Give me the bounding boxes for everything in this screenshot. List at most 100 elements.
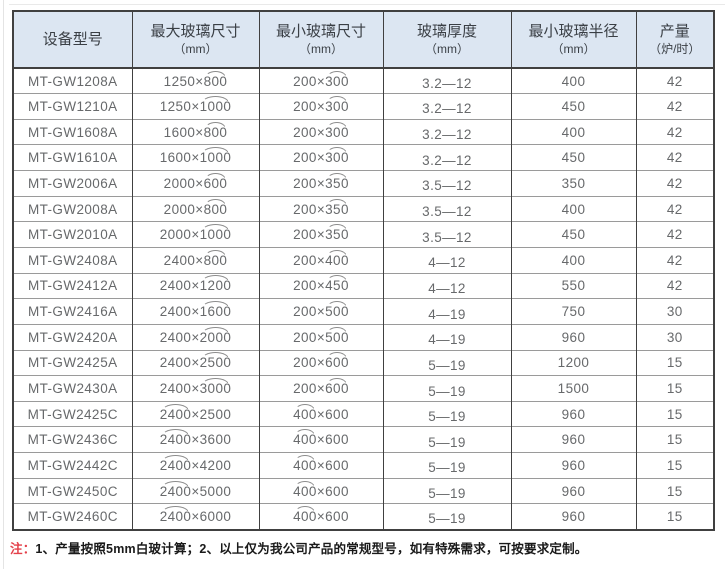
arc-curvature-mark: 600 (325, 378, 349, 396)
arc-curvature-mark: 400 (293, 454, 317, 473)
table-row: MT-GW2450C 2400×5000 400×600 5—19 960 15 (13, 477, 714, 504)
table-row: MT-GW2425A 2400×2500 200×600 5—19 1200 1… (13, 349, 714, 376)
arc-curvature-mark: 300 (325, 147, 349, 166)
thickness-cell: 5—19 (382, 503, 511, 530)
max-size-cell: 1600×1000 (131, 144, 259, 171)
output-cell: 42 (635, 246, 714, 274)
table-row: MT-GW1610A 1600×1000 200×300 3.2—12 450 … (13, 144, 714, 171)
col-header-output-unit: （炉/时） (649, 41, 701, 56)
arc-curvature-mark: 2400 (159, 429, 192, 448)
output-cell: 15 (635, 375, 714, 402)
min-size-cell: 200×600 (258, 375, 383, 402)
arc-curvature-mark: 400 (293, 480, 317, 499)
model-cell: MT-GW2436C (13, 426, 132, 453)
table-row: MT-GW2420A 2400×2000 200×500 4—19 960 30 (13, 323, 714, 351)
min-size-cell: 200×300 (258, 144, 383, 171)
arc-curvature-mark: 400 (325, 249, 349, 268)
table-row: MT-GW2436C 2400×3600 400×600 5—19 960 15 (13, 426, 714, 453)
arc-curvature-mark: 400 (293, 429, 317, 448)
arc-curvature-mark: 800 (203, 70, 228, 89)
table-row: MT-GW2416A 2400×1600 200×500 4—19 750 30 (13, 298, 714, 325)
thickness-cell: 5—19 (382, 349, 511, 376)
arc-curvature-mark: 350 (325, 198, 349, 217)
max-size-cell: 2400×4200 (131, 452, 259, 479)
radius-cell: 450 (510, 93, 636, 120)
min-size-cell: 200×350 (258, 170, 383, 197)
table-row: MT-GW1208A 1250×800 200×300 3.2—12 400 4… (13, 68, 714, 94)
output-cell: 42 (635, 93, 714, 120)
output-cell: 15 (635, 452, 714, 479)
thickness-cell: 3.2—12 (382, 68, 511, 94)
col-header-max-size-label: 最大玻璃尺寸 (150, 22, 241, 40)
arc-curvature-mark: 600 (203, 172, 228, 191)
table-row: MT-GW2408A 2400×800 200×400 4—12 400 42 (13, 246, 714, 274)
arc-curvature-mark: 1000 (199, 147, 232, 166)
model-cell: MT-GW2412A (13, 272, 132, 299)
table-row: MT-GW2412A 2400×1200 200×450 4—12 550 42 (13, 272, 714, 299)
radius-cell: 550 (510, 272, 636, 299)
header-row: 设备型号 最大玻璃尺寸 （mm） 最小玻璃尺寸 （mm） 玻璃厚度 （mm） 最… (13, 11, 714, 69)
max-size-cell: 2400×1200 (131, 272, 259, 299)
model-cell: MT-GW2460C (13, 503, 132, 530)
output-cell: 15 (635, 349, 714, 376)
min-size-cell: 400×600 (258, 503, 383, 530)
table-row: MT-GW2425C 2400×2500 400×600 5—19 960 15 (13, 400, 714, 427)
col-header-output: 产量 （炉/时） (635, 11, 714, 69)
thickness-cell: 5—19 (382, 375, 511, 402)
output-cell: 15 (635, 426, 714, 453)
output-cell: 42 (635, 68, 714, 94)
arc-curvature-mark: 600 (325, 352, 349, 371)
min-size-cell: 200×350 (258, 195, 383, 222)
radius-cell: 1500 (510, 375, 636, 402)
thickness-cell: 5—19 (382, 477, 511, 504)
col-header-min-size: 最小玻璃尺寸 （mm） (258, 11, 383, 69)
max-size-cell: 2000×800 (131, 195, 259, 222)
table-row: MT-GW2430A 2400×3000 200×600 5—19 1500 1… (13, 375, 714, 402)
arc-curvature-mark: 800 (203, 249, 228, 268)
output-cell: 42 (635, 144, 714, 171)
output-cell: 15 (635, 477, 714, 504)
arc-curvature-mark: 2400 (159, 403, 192, 422)
model-cell: MT-GW2416A (13, 298, 132, 325)
arc-curvature-mark: 300 (325, 70, 349, 89)
model-cell: MT-GW2408A (13, 246, 132, 274)
output-cell: 15 (635, 400, 714, 427)
max-size-cell: 2400×3600 (131, 426, 259, 453)
page-edge-line-horizontal (9, 4, 725, 5)
arc-curvature-mark: 2500 (199, 352, 232, 371)
radius-cell: 450 (510, 221, 636, 248)
model-cell: MT-GW2010A (13, 221, 132, 248)
thickness-cell: 5—19 (382, 400, 511, 427)
col-header-thickness: 玻璃厚度 （mm） (382, 11, 511, 69)
output-cell: 42 (635, 221, 714, 248)
thickness-cell: 4—12 (382, 246, 511, 274)
arc-curvature-mark: 3000 (199, 378, 232, 396)
page-edge-line-vertical (3, 0, 4, 569)
arc-curvature-mark: 400 (293, 403, 317, 422)
min-size-cell: 200×450 (258, 272, 383, 299)
radius-cell: 960 (510, 452, 636, 479)
arc-curvature-mark: 1000 (199, 224, 232, 243)
col-header-model-label: 设备型号 (42, 30, 103, 48)
arc-curvature-mark: 2400 (159, 505, 192, 524)
min-size-cell: 200×500 (258, 323, 383, 351)
model-cell: MT-GW1610A (13, 144, 132, 171)
min-size-cell: 400×600 (258, 452, 383, 479)
thickness-cell: 3.2—12 (382, 144, 511, 171)
arc-curvature-mark: 500 (325, 326, 349, 345)
output-cell: 30 (635, 298, 714, 325)
max-size-cell: 2000×1000 (131, 221, 259, 248)
model-cell: MT-GW2425A (13, 349, 132, 376)
radius-cell: 960 (510, 503, 636, 530)
table-row: MT-GW2006A 2000×600 200×350 3.5—12 350 4… (13, 170, 714, 197)
thickness-cell: 5—19 (382, 426, 511, 453)
max-size-cell: 2400×800 (131, 246, 259, 274)
output-cell: 42 (635, 170, 714, 197)
col-header-output-label: 产量 (659, 22, 690, 40)
model-cell: MT-GW1608A (13, 118, 132, 145)
min-size-cell: 400×600 (258, 477, 383, 504)
thickness-cell: 3.2—12 (382, 118, 511, 145)
arc-curvature-mark: 500 (325, 301, 349, 320)
radius-cell: 400 (510, 246, 636, 274)
